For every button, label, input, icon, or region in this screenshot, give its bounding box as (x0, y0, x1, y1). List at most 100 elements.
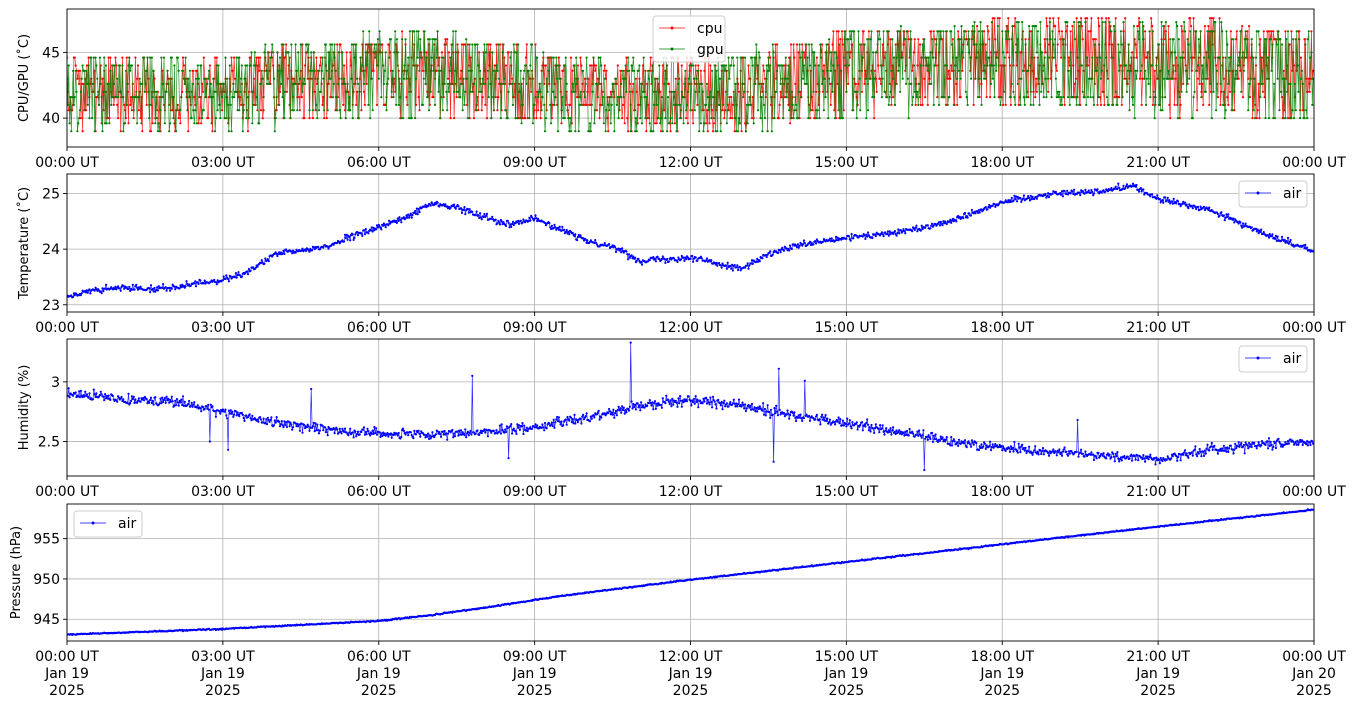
data-point (1014, 198, 1017, 201)
data-point (782, 249, 786, 252)
data-point (240, 77, 243, 80)
data-point (1113, 96, 1116, 99)
data-point (991, 204, 994, 207)
data-point (886, 232, 889, 236)
data-point (882, 235, 885, 238)
data-point (1098, 43, 1101, 46)
data-point (784, 56, 787, 59)
data-point (958, 38, 961, 41)
data-point (724, 64, 728, 67)
data-point (412, 437, 415, 440)
data-point (794, 96, 797, 99)
data-point (988, 203, 991, 207)
data-point (1260, 69, 1264, 72)
x-axis: 00:00 UT 03:00 UT 06:00 UT 09:00 UT 12:00 UT… (35, 312, 1346, 336)
data-point (478, 433, 481, 436)
data-point (414, 210, 417, 213)
y-tick-label: 40 (42, 111, 60, 127)
data-point (74, 69, 77, 72)
data-point (825, 43, 828, 46)
data-point (393, 51, 396, 54)
data-point (808, 64, 812, 67)
data-point (438, 69, 441, 72)
data-point (1248, 82, 1251, 85)
data-point (427, 205, 430, 208)
data-point (311, 426, 314, 429)
data-point (1097, 17, 1100, 20)
data-point (627, 69, 631, 72)
data-point (1006, 201, 1009, 204)
data-point (786, 77, 789, 80)
data-point (573, 64, 576, 67)
data-point (1091, 190, 1094, 193)
data-point (506, 219, 509, 222)
data-point (694, 256, 697, 259)
data-point (895, 56, 898, 59)
data-point (759, 117, 762, 120)
data-point (304, 249, 308, 252)
data-point (477, 64, 480, 67)
data-point (569, 103, 572, 106)
data-point (1257, 82, 1260, 85)
data-point (373, 43, 376, 46)
data-point (756, 260, 760, 263)
data-point (647, 69, 650, 72)
data-point (148, 117, 151, 120)
data-point (892, 77, 895, 80)
data-point (375, 433, 379, 436)
data-point (889, 38, 892, 41)
data-point (213, 278, 216, 281)
data-point (1137, 188, 1140, 192)
data-point (700, 82, 703, 85)
data-point (480, 109, 483, 112)
data-point (1153, 69, 1156, 72)
data-point (735, 130, 738, 133)
data-point (633, 69, 636, 72)
data-point (802, 239, 806, 242)
data-point (756, 64, 759, 67)
data-point (408, 216, 411, 219)
data-point (524, 64, 528, 67)
data-point (425, 51, 428, 54)
data-point (301, 247, 304, 250)
data-point (554, 96, 557, 99)
data-point (924, 96, 927, 99)
data-point (729, 117, 732, 120)
data-point (404, 433, 407, 436)
data-point (315, 103, 318, 106)
data-point (252, 64, 256, 67)
data-point (667, 82, 671, 85)
data-point (1042, 96, 1045, 99)
data-point (396, 434, 399, 437)
data-point (875, 90, 878, 93)
data-point (804, 43, 807, 46)
data-point (589, 130, 593, 133)
data-point (1218, 56, 1221, 59)
data-point (892, 56, 896, 59)
data-point (983, 30, 986, 33)
data-point (194, 280, 197, 283)
data-point (769, 64, 772, 67)
data-point (336, 428, 339, 431)
data-point (699, 69, 703, 72)
data-point (118, 287, 121, 290)
data-point (341, 427, 344, 430)
data-point (162, 56, 166, 59)
data-point (860, 43, 863, 46)
data-point (1247, 77, 1250, 80)
data-point (375, 64, 379, 67)
data-point (410, 216, 413, 219)
data-point (980, 208, 983, 211)
data-point (183, 400, 186, 403)
data-point (121, 64, 124, 67)
data-point (517, 222, 521, 225)
data-point (230, 412, 233, 415)
data-point (1131, 103, 1135, 106)
data-point (438, 431, 441, 434)
data-point (1177, 38, 1180, 41)
data-point (172, 117, 175, 120)
data-point (621, 77, 625, 80)
data-point (970, 77, 973, 80)
data-point (156, 90, 159, 93)
